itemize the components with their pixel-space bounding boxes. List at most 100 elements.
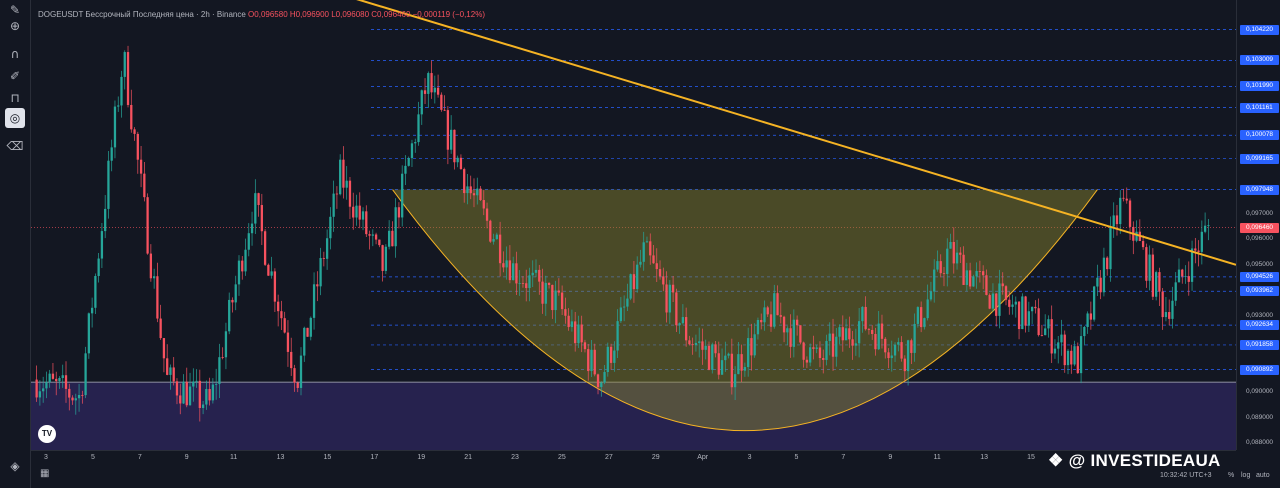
price-label: 0,103009 bbox=[1240, 55, 1279, 66]
candle-body bbox=[574, 321, 577, 344]
candle-body bbox=[946, 248, 949, 274]
candle-body bbox=[139, 159, 143, 174]
candle-body bbox=[893, 344, 897, 356]
candle-body bbox=[1021, 296, 1024, 330]
candle-body bbox=[737, 354, 740, 375]
candle-body bbox=[626, 298, 629, 307]
candle-body bbox=[789, 328, 792, 347]
candle-body bbox=[237, 260, 241, 285]
candle-body bbox=[910, 340, 913, 353]
auto-toggle[interactable]: auto bbox=[1256, 472, 1270, 479]
candle-body bbox=[1096, 277, 1099, 287]
calendar-icon[interactable]: ▦ bbox=[40, 468, 50, 479]
time-axis[interactable]: 3 5 7 9 11 13 15 17 19 21 23 25 27 29 Apr 3 5 7 9 11 13 15 bbox=[31, 450, 1236, 467]
candle-body bbox=[306, 327, 309, 337]
candle-body bbox=[156, 276, 159, 319]
candle-body bbox=[149, 253, 153, 279]
candle-body bbox=[208, 389, 211, 401]
candle-body bbox=[1086, 313, 1089, 327]
candle-body bbox=[933, 269, 936, 292]
clock[interactable]: 10:32:42 UTC+3 bbox=[1160, 472, 1212, 479]
candle-body bbox=[665, 284, 668, 313]
layers-icon[interactable]: ◈ bbox=[10, 459, 20, 473]
candle-body bbox=[1155, 272, 1158, 297]
candle-body bbox=[991, 293, 995, 309]
candle-body bbox=[319, 257, 322, 287]
candle-body bbox=[1037, 308, 1040, 336]
candle-body bbox=[756, 320, 760, 335]
magnet-icon[interactable]: ∩ bbox=[10, 47, 20, 61]
candle-body bbox=[851, 339, 854, 346]
candle-body bbox=[430, 73, 433, 93]
tradingview-logo[interactable]: TV bbox=[38, 425, 56, 443]
candle-body bbox=[81, 395, 84, 396]
candle-body bbox=[130, 104, 133, 130]
candle-body bbox=[1063, 334, 1066, 366]
candle-body bbox=[381, 245, 384, 271]
candle-body bbox=[805, 359, 809, 363]
candle-body bbox=[1030, 306, 1034, 312]
candle-body bbox=[698, 341, 701, 343]
candle-body bbox=[1076, 346, 1079, 374]
candle-body bbox=[1102, 257, 1106, 293]
pencil-icon[interactable]: ✎ bbox=[9, 3, 21, 17]
candle-body bbox=[825, 340, 828, 360]
candle-body bbox=[1145, 247, 1148, 281]
candle-body bbox=[371, 234, 374, 236]
candle-body bbox=[1171, 300, 1174, 319]
candle-body bbox=[1106, 257, 1109, 270]
candle-body bbox=[55, 378, 58, 382]
candle-body bbox=[64, 375, 68, 389]
candle-body bbox=[622, 306, 626, 308]
candle-body bbox=[335, 193, 339, 195]
price-label: 0,101990 bbox=[1240, 81, 1279, 92]
percent-toggle[interactable]: % bbox=[1228, 472, 1235, 479]
candle-body bbox=[283, 318, 286, 333]
candle-body bbox=[58, 378, 61, 382]
price-chart[interactable] bbox=[31, 0, 1236, 450]
candle-body bbox=[606, 346, 609, 373]
lock-icon[interactable]: ⊓ bbox=[10, 91, 20, 105]
candle-body bbox=[952, 241, 955, 264]
candle-body bbox=[387, 230, 391, 247]
drawing-toolbar: ✎ ⊕ ∩ ✐ ⊓ ◎ ⌫ ◈ bbox=[0, 0, 31, 488]
candle-body bbox=[1109, 226, 1112, 270]
zoom-icon[interactable]: ⊕ bbox=[9, 19, 21, 33]
brush-lock-icon[interactable]: ✐ bbox=[9, 69, 21, 83]
candle-body bbox=[877, 323, 880, 350]
candle-body bbox=[538, 269, 541, 282]
candle-body bbox=[358, 205, 361, 220]
candle-body bbox=[776, 293, 779, 316]
candle-body bbox=[1047, 319, 1050, 329]
candle-body bbox=[68, 388, 71, 398]
candle-body bbox=[182, 381, 185, 404]
hide-drawings-icon[interactable]: ◎ bbox=[5, 108, 25, 128]
candle-body bbox=[587, 349, 590, 372]
price-label: 0,093000 bbox=[1245, 311, 1274, 319]
time-label: 7 bbox=[841, 454, 846, 461]
price-axis[interactable]: 0,104220 0,103009 0,101990 0,101161 0,100078… bbox=[1236, 0, 1280, 450]
candle-body bbox=[1044, 328, 1047, 336]
candle-body bbox=[205, 389, 208, 405]
candle-body bbox=[123, 52, 126, 77]
log-toggle[interactable]: log bbox=[1241, 472, 1251, 479]
candle-body bbox=[456, 157, 459, 163]
candle-body bbox=[1073, 346, 1076, 365]
candle-body bbox=[417, 114, 420, 143]
time-label: 5 bbox=[90, 454, 95, 461]
candle-body bbox=[1004, 286, 1008, 300]
candle-body bbox=[531, 272, 534, 276]
candle-body bbox=[1053, 348, 1057, 354]
candle-body bbox=[857, 321, 861, 344]
candle-body bbox=[649, 241, 652, 256]
candle-body bbox=[613, 350, 616, 363]
trash-icon[interactable]: ⌫ bbox=[6, 139, 24, 153]
price-label: 0,097948 bbox=[1240, 184, 1279, 195]
candle-body bbox=[1197, 250, 1200, 252]
candle-body bbox=[472, 193, 476, 196]
candle-body bbox=[1190, 248, 1194, 282]
candle-body bbox=[312, 284, 316, 318]
candle-body bbox=[221, 357, 224, 358]
candle-body bbox=[799, 325, 802, 343]
candle-body bbox=[482, 200, 485, 209]
